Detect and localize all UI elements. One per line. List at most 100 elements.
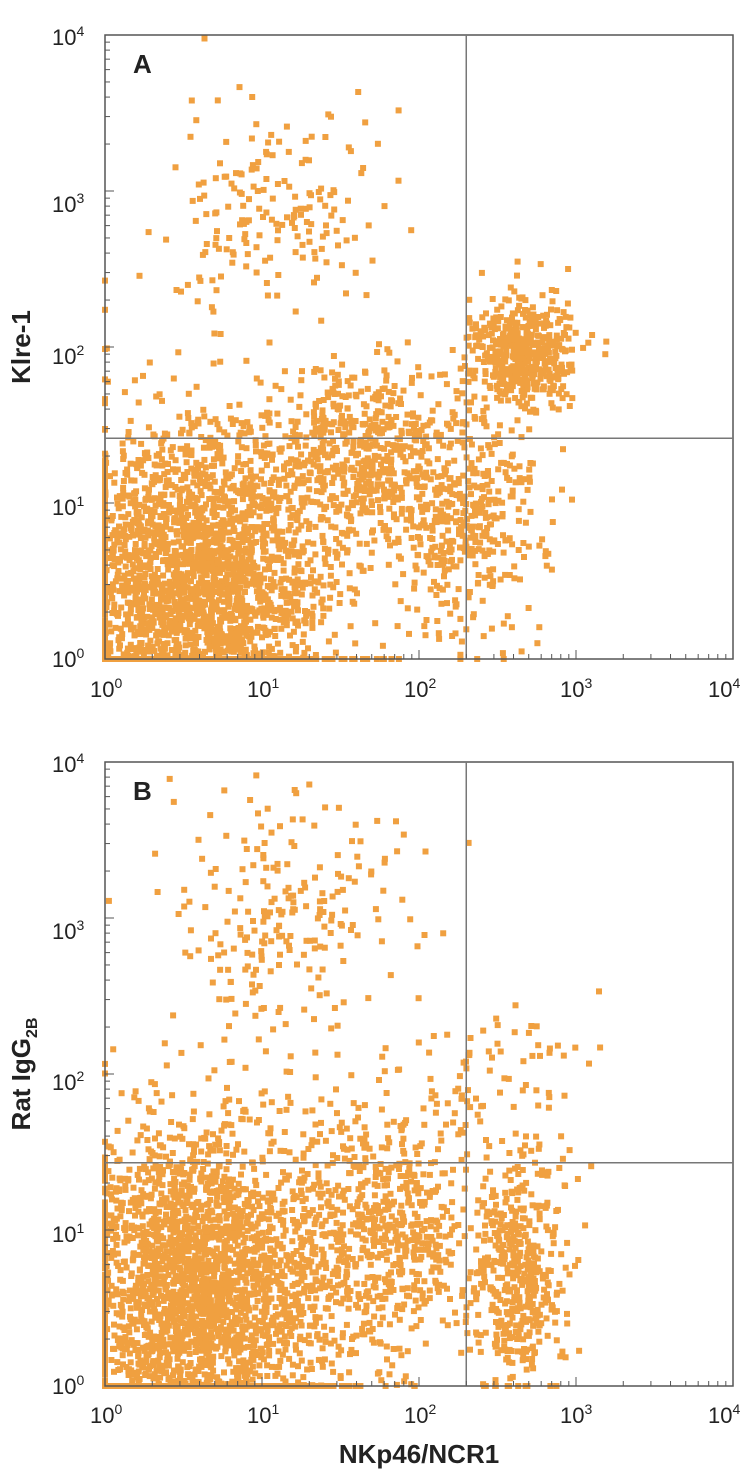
panel-a-event-dot — [489, 583, 496, 589]
panel-a-event-dot — [149, 614, 156, 621]
panel-a-event-dot — [242, 231, 249, 238]
panel-a-event-dot — [210, 308, 217, 315]
panel-a-event-dot — [326, 605, 333, 612]
panel-a-event-dot — [419, 448, 426, 454]
panel-a-event-dot — [553, 352, 560, 359]
panel-a-event-dot — [215, 245, 222, 252]
panel-a-event-dot — [168, 482, 175, 489]
panel-a-event-dot — [547, 341, 554, 347]
panel-a-event-dot — [477, 445, 484, 452]
panel-a-event-dot — [211, 638, 218, 645]
panel-a-event-dot — [264, 498, 271, 505]
panel-b-event-dot — [191, 1148, 197, 1155]
panel-a-event-dot — [235, 629, 241, 636]
panel-a-event-dot — [479, 597, 486, 604]
panel-a-event-dot — [423, 441, 430, 448]
panel-a-event-dot — [330, 502, 337, 509]
panel-a-event-dot — [332, 382, 339, 389]
panel-a-event-dot — [322, 134, 329, 140]
panel-a-event-dot — [335, 427, 342, 433]
panel-a-event-dot — [169, 562, 176, 569]
panel-a-event-dot — [391, 383, 398, 389]
panel-b-event-dot — [113, 1286, 120, 1293]
panel-a-event-dot — [219, 544, 226, 551]
panel-a-event-dot — [519, 344, 526, 351]
panel-a-event-dot — [365, 222, 372, 229]
panel-a-event-dot — [137, 462, 144, 469]
panel-a-event-dot — [269, 456, 275, 463]
panel-a-event-dot — [193, 466, 200, 473]
panel-a-event-dot — [310, 409, 317, 416]
panel-a-event-dot — [460, 472, 467, 479]
panel-a-event-dot — [176, 413, 183, 420]
panel-a-event-dot — [352, 640, 359, 647]
panel-a-event-dot — [312, 425, 319, 432]
panel-a-event-dot — [252, 576, 259, 582]
panel-a-event-dot — [287, 632, 293, 639]
panel-a-event-dot — [218, 485, 225, 492]
panel-a-event-dot — [125, 511, 132, 518]
panel-a-event-dot — [522, 405, 528, 412]
panel-a-event-dot — [499, 365, 505, 372]
panel-a-event-dot — [383, 372, 390, 379]
panel-a-event-dot — [546, 332, 553, 339]
panel-a-y-axis-title: Klre-1 — [6, 310, 36, 384]
panel-a-event-dot — [566, 361, 573, 368]
panel-a-event-dot — [184, 573, 191, 580]
panel-a-event-dot — [482, 509, 489, 516]
panel-a-event-dot — [478, 495, 485, 502]
panel-a-event-dot — [164, 469, 171, 475]
panel-a-event-dot — [149, 643, 156, 650]
panel-a-event-dot — [188, 546, 195, 553]
panel-a-event-dot — [185, 615, 192, 622]
panel-a-event-dot — [380, 457, 387, 464]
panel-a-event-dot — [242, 475, 249, 482]
panel-b-event-dot — [175, 1196, 182, 1203]
panel-b-event-dot — [140, 1229, 147, 1236]
panel-b-event-dot — [131, 1195, 138, 1202]
panel-a-event-dot — [222, 638, 229, 644]
panel-a-event-dot — [198, 492, 205, 499]
panel-a-event-dot — [566, 403, 573, 409]
panel-a-event-dot — [415, 552, 422, 559]
panel-a-event-dot — [332, 524, 339, 531]
panel-a-event-dot — [295, 443, 301, 450]
panel-a-event-dot — [168, 453, 175, 460]
panel-a-event-dot — [190, 523, 197, 530]
panel-a-event-dot — [580, 344, 587, 351]
panel-a-event-dot — [298, 211, 304, 218]
panel-b-event-dot — [148, 1079, 155, 1086]
panel-a-event-dot — [438, 482, 445, 489]
panel-a-event-dot — [282, 433, 289, 440]
panel-a-event-dot — [247, 481, 254, 488]
panel-a-event-dot — [427, 561, 434, 568]
panel-a-event-dot — [112, 528, 119, 535]
panel-a-event-dot — [233, 641, 240, 648]
panel-a-event-dot — [454, 491, 461, 498]
panel-a-event-dot — [510, 336, 517, 343]
panel-a-x-tick-label: 101 — [247, 675, 279, 702]
panel-a-event-dot — [128, 570, 135, 576]
panel-a-event-dot — [194, 513, 201, 519]
panel-a-event-dot — [195, 590, 202, 597]
panel-a-event-dot — [481, 378, 488, 385]
panel-b-event-dot — [299, 1198, 306, 1205]
panel-a-event-dot — [302, 137, 309, 144]
panel-a-event-dot — [517, 362, 524, 369]
panel-a-event-dot — [362, 119, 369, 126]
panel-a-event-dot — [526, 312, 533, 319]
panel-a-event-dot — [155, 501, 162, 508]
panel-a-event-dot — [529, 372, 536, 379]
panel-a-event-dot — [269, 652, 276, 659]
panel-a-event-dot — [253, 473, 259, 480]
panel-a-event-dot — [294, 480, 301, 487]
panel-a-event-dot — [478, 499, 484, 506]
panel-a-event-dot — [360, 401, 367, 408]
panel-a-event-dot — [542, 548, 549, 555]
panel-a-event-dot — [161, 645, 168, 652]
panel-b-event-dot — [159, 1242, 166, 1249]
panel-b-event-dot — [282, 1227, 289, 1234]
panel-a-event-dot — [447, 515, 454, 522]
panel-a-event-dot — [349, 527, 356, 534]
panel-b-event-dot — [341, 1243, 347, 1250]
